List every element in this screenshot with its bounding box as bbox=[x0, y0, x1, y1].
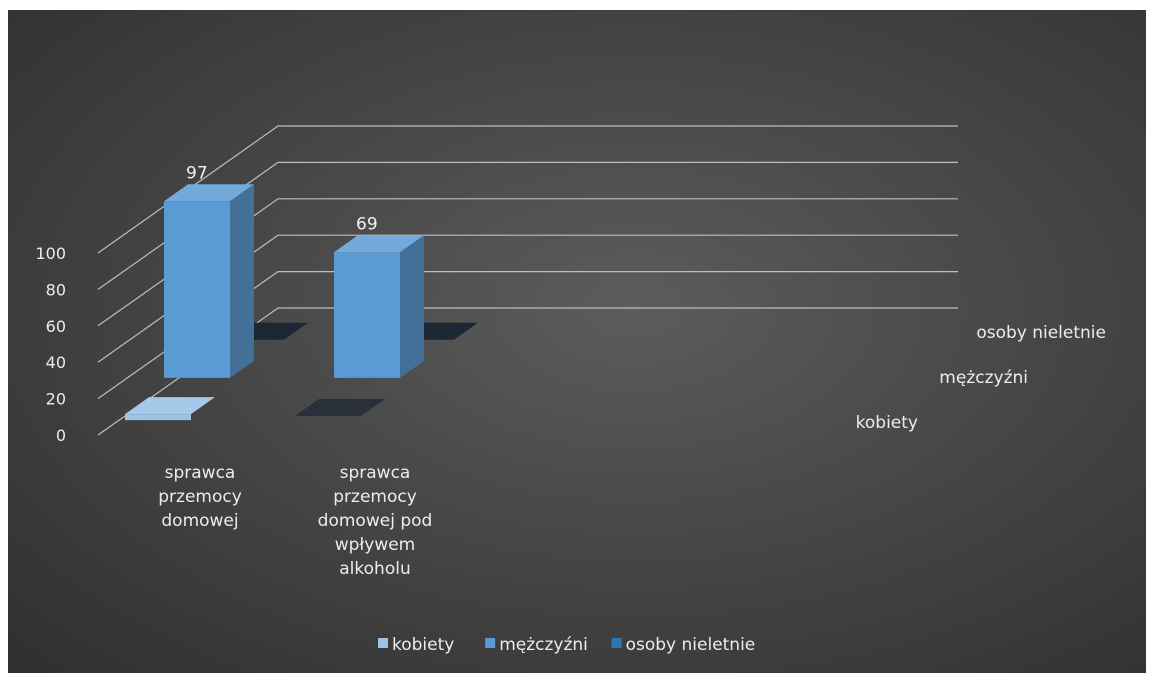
legend-item-osoby-nieletnie: osoby nieletnie bbox=[611, 635, 756, 655]
bar-side bbox=[230, 184, 254, 378]
x-category-label: sprawca przemocy domowej bbox=[158, 463, 242, 531]
labels-layer: 0 20 40 60 80 100 97 69 sprawca przemocy domowej sp… bbox=[35, 163, 1106, 579]
gridline-40 bbox=[97, 234, 958, 363]
gridline-80 bbox=[97, 161, 958, 290]
bar-mężczyźni-1 bbox=[334, 235, 424, 378]
grid-layer bbox=[97, 125, 958, 436]
bar-front bbox=[334, 252, 400, 378]
legend-item-kobiety: kobiety bbox=[378, 635, 454, 655]
bars-layer bbox=[125, 184, 478, 421]
gridline-20 bbox=[97, 271, 958, 400]
x-category-label: sprawca przemocy domowej pod wpływem alkohol… bbox=[318, 463, 433, 579]
bar-top bbox=[295, 398, 385, 416]
legend-item-mężczyźni: mężczyźni bbox=[485, 635, 588, 655]
bar-top bbox=[334, 235, 424, 253]
y-tick-label: 60 bbox=[46, 317, 66, 336]
y-tick-label: 0 bbox=[56, 426, 66, 445]
depth-axis-label: kobiety bbox=[856, 413, 918, 433]
bar-front bbox=[164, 201, 230, 378]
bar-top bbox=[125, 397, 215, 415]
chart-svg: 0 20 40 60 80 100 97 69 sprawca przemocy domowej sp… bbox=[35, 125, 1106, 655]
bar-top bbox=[164, 184, 254, 202]
bar-mężczyźni-0 bbox=[164, 184, 254, 378]
legend-swatch bbox=[485, 638, 496, 648]
gridline-0 bbox=[97, 307, 958, 436]
legend-label: mężczyźni bbox=[499, 635, 588, 655]
bar-front bbox=[125, 414, 191, 421]
bar-kobiety-1 bbox=[295, 398, 385, 416]
depth-axis-label: osoby nieletnie bbox=[976, 323, 1106, 343]
y-tick-label: 80 bbox=[46, 280, 66, 299]
bar-side bbox=[400, 235, 424, 378]
y-tick-label: 40 bbox=[46, 353, 66, 372]
legend-swatch bbox=[378, 638, 388, 648]
data-label: 97 bbox=[186, 163, 208, 183]
gridline-100 bbox=[97, 125, 958, 254]
y-tick-label: 100 bbox=[35, 244, 66, 263]
y-tick-label: 20 bbox=[46, 390, 66, 409]
legend-label: kobiety bbox=[392, 635, 454, 655]
data-label: 69 bbox=[356, 214, 378, 234]
bar-kobiety-0 bbox=[125, 397, 215, 421]
legend-layer: kobiety mężczyźni osoby nieletnie bbox=[378, 635, 755, 655]
chart-area: 0 20 40 60 80 100 97 69 sprawca przemocy domowej sp… bbox=[8, 10, 1146, 673]
depth-axis-label: mężczyźni bbox=[939, 368, 1028, 388]
gridline-60 bbox=[97, 198, 958, 327]
legend-swatch bbox=[611, 638, 622, 648]
legend-label: osoby nieletnie bbox=[626, 635, 756, 655]
